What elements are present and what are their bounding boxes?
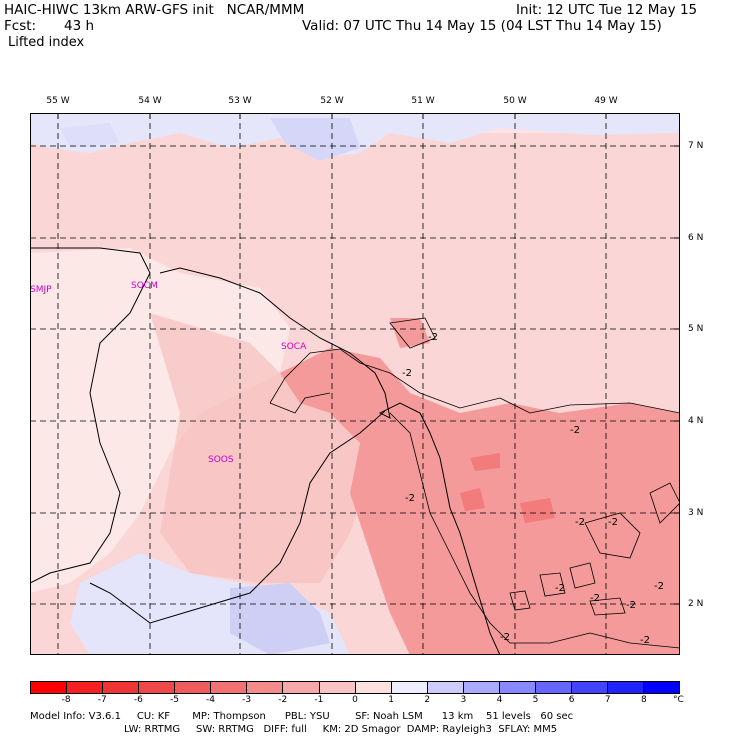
model-info-line2: LW: RRTMG SW: RRTMG DIFF: full KM: 2D Sm…	[124, 724, 558, 735]
model-title: HAIC-HIWC 13km ARW-GFS init NCAR/MMM	[4, 2, 305, 18]
colorbar-swatch	[139, 682, 176, 693]
colorbar-swatch	[391, 682, 428, 693]
colorbar-tick-label: 4	[496, 695, 503, 705]
colorbar-swatch	[283, 682, 320, 693]
colorbar-swatch	[355, 682, 392, 693]
shade-medium-pink	[150, 313, 400, 583]
contour-label-2: -2	[402, 368, 412, 379]
colorbar-tick-label: -6	[133, 695, 143, 705]
lon-label-51w: 51 W	[411, 96, 435, 106]
colorbar-swatch	[31, 682, 68, 693]
colorbar-tick-label: -3	[242, 695, 252, 705]
colorbar-tick-label: 1	[388, 695, 394, 705]
lon-label-54w: 54 W	[138, 96, 162, 106]
colorbar-tick-label: -2	[278, 695, 288, 705]
contour-line-9	[539, 572, 566, 597]
station-soos: SOOS	[208, 455, 234, 465]
colorbar-tick-label: -1	[314, 695, 324, 705]
colorbar-tick-label: -8	[61, 695, 71, 705]
contour-line-10	[589, 597, 626, 616]
coastline	[159, 267, 501, 655]
map-frame	[30, 113, 680, 655]
border-suriname-french-guiana	[89, 410, 386, 624]
colorbar-tick-label: 0	[352, 695, 358, 705]
colorbar-swatch	[535, 682, 572, 693]
contour-label-7: -2	[555, 583, 565, 594]
shade-inland-near-zero	[30, 248, 290, 593]
lon-label-49w: 49 W	[594, 96, 618, 106]
contour-line-6	[649, 482, 680, 524]
colorbar	[30, 681, 680, 694]
colorbar-swatch	[103, 682, 140, 693]
lat-label-3n: 3 N	[688, 508, 704, 518]
border-suriname-guyana	[30, 247, 151, 584]
lat-label-2n: 2 N	[688, 599, 704, 609]
contour-label-4: -2	[405, 493, 415, 504]
lifted-index-map: -2 -2 -2 -2 -2 -2 -2 -2 -2 -2 -2 -2 SMJP…	[30, 113, 680, 655]
contour-line-1	[269, 348, 680, 414]
colorbar-tick-label: 8	[641, 695, 647, 705]
contour-label-1: -2	[428, 332, 438, 343]
contour-label-6: -2	[608, 517, 618, 528]
contour-label-11: -2	[500, 632, 510, 643]
lat-label-5n: 5 N	[688, 324, 704, 334]
colorbar-unit: °C	[673, 695, 684, 705]
contour-label-10: -2	[626, 600, 636, 611]
shade-strong-spot-3	[520, 498, 555, 523]
colorbar-swatch	[247, 682, 284, 693]
init-time: Init: 12 UTC Tue 12 May 15	[516, 2, 698, 18]
colorbar-tick-label: 7	[604, 695, 611, 705]
field-name: Lifted index	[8, 35, 85, 50]
shade-pink-blob-1	[390, 318, 430, 348]
shade-blue-patch-north	[270, 118, 360, 161]
colorbar-tick-label: -7	[97, 695, 107, 705]
colorbar-swatch	[608, 682, 645, 693]
contour-line-3	[389, 317, 436, 349]
station-soca: SOCA	[281, 342, 307, 352]
colorbar-swatch	[644, 682, 680, 693]
contour-line-5	[584, 512, 641, 559]
colorbar-swatch	[427, 682, 464, 693]
contour-label-8: -2	[590, 593, 600, 604]
colorbar-swatch	[571, 682, 608, 693]
colorbar-tick-label: -4	[206, 695, 216, 705]
contour-label-5: -2	[575, 517, 585, 528]
colorbar-tick-label: -5	[169, 695, 179, 705]
colorbar-tick-label: 3	[460, 695, 467, 705]
contour-label-12: -2	[640, 635, 650, 646]
contour-label-3: -2	[570, 425, 580, 436]
colorbar-tick-label: 5	[532, 695, 539, 705]
colorbar-tick-label: 6	[568, 695, 575, 705]
model-info-line1: Model Info: V3.6.1 CU: KF MP: Thompson P…	[30, 711, 574, 722]
lon-label-55w: 55 W	[46, 96, 70, 106]
lon-label-52w: 52 W	[320, 96, 344, 106]
colorbar-swatch	[67, 682, 104, 693]
lon-label-53w: 53 W	[228, 96, 252, 106]
lat-label-4n: 4 N	[688, 416, 704, 426]
station-socm: SOCM	[131, 281, 158, 291]
contour-label-9: -2	[654, 581, 664, 592]
shade-blue-patch-nw	[60, 123, 120, 148]
valid-time: Valid: 07 UTC Thu 14 May 15 (04 LST Thu …	[302, 18, 662, 34]
colorbar-swatch	[319, 682, 356, 693]
lat-label-6n: 6 N	[688, 233, 704, 243]
forecast-value: 43 h	[64, 18, 95, 34]
colorbar-swatch	[175, 682, 212, 693]
contour-line-4	[389, 412, 680, 649]
forecast-label: Fcst:	[4, 18, 37, 34]
shade-blue-patch-south	[230, 583, 330, 655]
contour-line-7	[569, 562, 596, 589]
shade-strong-spot-1	[470, 453, 500, 471]
colorbar-tick-label: 2	[424, 695, 431, 705]
station-smjp: SMJP	[30, 285, 52, 295]
colorbar-swatch	[463, 682, 500, 693]
colorbar-swatch	[499, 682, 536, 693]
shade-strong-spot-2	[460, 488, 485, 511]
lon-label-50w: 50 W	[503, 96, 527, 106]
contour-line-2	[269, 392, 331, 414]
colorbar-swatch	[211, 682, 248, 693]
lat-label-7n: 7 N	[688, 141, 704, 151]
